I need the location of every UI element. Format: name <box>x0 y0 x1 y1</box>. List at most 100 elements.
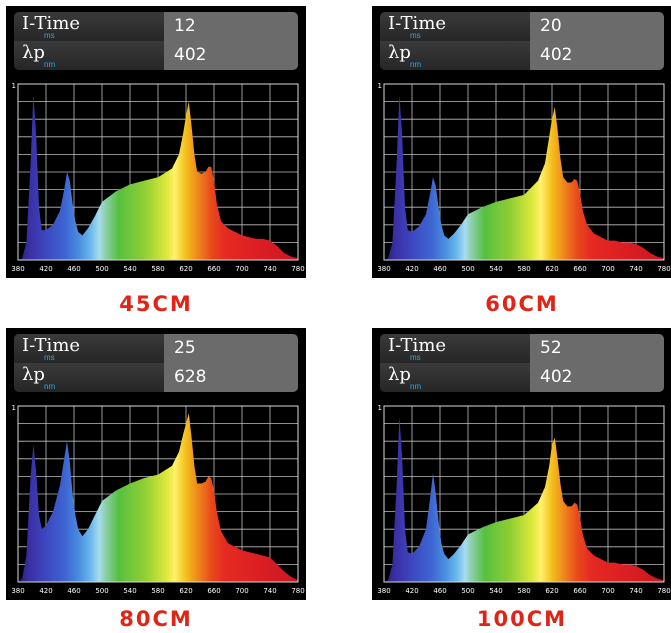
y-tick-label: 1 <box>12 82 16 90</box>
x-tick-label: 580 <box>517 587 530 595</box>
y-tick-label: 1 <box>378 82 382 90</box>
itime-value: 12 <box>174 16 196 36</box>
itime-value: 20 <box>540 16 562 36</box>
itime-label: I-Time <box>388 335 447 356</box>
peak-wavelength-label: λp <box>388 42 411 63</box>
itime-unit: ms <box>410 353 421 362</box>
reading-header: I-Time ms 25 λp nm 628 <box>14 334 298 392</box>
x-tick-label: 420 <box>405 587 418 595</box>
x-tick-label: 380 <box>377 265 390 273</box>
distance-caption: 80CM <box>119 607 193 631</box>
itime-name-cell: I-Time ms <box>14 12 164 41</box>
x-tick-label: 580 <box>151 587 164 595</box>
x-tick-label: 420 <box>405 265 418 273</box>
plot-frame <box>17 405 299 583</box>
peak-wavelength-unit: nm <box>410 382 422 391</box>
x-tick-label: 580 <box>151 265 164 273</box>
x-tick-label: 620 <box>545 587 558 595</box>
peak-wavelength-name-cell: λp nm <box>380 363 530 392</box>
x-tick-label: 460 <box>67 587 80 595</box>
x-tick-label: 700 <box>235 587 248 595</box>
x-tick-label: 460 <box>433 265 446 273</box>
spectrum-panel-45cm: I-Time ms 12 λp nm 402 1 380 420 460 500 540 5… <box>6 6 306 278</box>
x-tick-label: 620 <box>545 265 558 273</box>
x-tick-label: 380 <box>11 587 24 595</box>
itime-row: I-Time ms 25 <box>14 334 298 364</box>
peak-wavelength-label: λp <box>22 42 45 63</box>
x-tick-label: 780 <box>291 587 304 595</box>
peak-wavelength-value-cell: 402 <box>164 41 298 70</box>
x-tick-label: 380 <box>11 265 24 273</box>
itime-unit: ms <box>410 31 421 40</box>
peak-wavelength-unit: nm <box>410 60 422 69</box>
x-tick-label: 740 <box>629 587 642 595</box>
x-tick-label: 500 <box>461 587 474 595</box>
itime-value: 25 <box>174 338 196 358</box>
plot-frame <box>383 405 665 583</box>
x-tick-label: 460 <box>67 265 80 273</box>
x-tick-label: 540 <box>489 587 502 595</box>
peak-wavelength-value: 628 <box>174 367 207 387</box>
x-tick-label: 460 <box>433 587 446 595</box>
y-tick-label: 1 <box>378 404 382 412</box>
itime-name-cell: I-Time ms <box>380 12 530 41</box>
itime-value-cell: 25 <box>164 334 298 363</box>
peak-wavelength-value: 402 <box>540 45 573 65</box>
x-tick-label: 500 <box>461 265 474 273</box>
spectrum-panel-80cm: I-Time ms 25 λp nm 628 1 380 420 460 500 540 5… <box>6 328 306 600</box>
spectrum-panel-60cm: I-Time ms 20 λp nm 402 1 380 420 460 500 540 5… <box>372 6 671 278</box>
itime-value: 52 <box>540 338 562 358</box>
itime-row: I-Time ms 12 <box>14 12 298 42</box>
x-tick-label: 380 <box>377 587 390 595</box>
peak-wavelength-row: λp nm 402 <box>380 363 664 392</box>
spectrum-panel-100cm: I-Time ms 52 λp nm 402 1 380 420 460 500 540 5… <box>372 328 671 600</box>
peak-wavelength-row: λp nm 402 <box>14 41 298 70</box>
x-tick-label: 580 <box>517 265 530 273</box>
spectrum-area <box>384 416 664 582</box>
peak-wavelength-unit: nm <box>44 382 56 391</box>
peak-wavelength-name-cell: λp nm <box>14 41 164 70</box>
x-tick-label: 740 <box>263 265 276 273</box>
distance-caption: 60CM <box>485 292 559 316</box>
x-tick-label: 500 <box>95 265 108 273</box>
x-tick-label: 660 <box>573 265 586 273</box>
x-tick-label: 700 <box>601 587 614 595</box>
y-tick-label: 1 <box>12 404 16 412</box>
reading-header: I-Time ms 12 λp nm 402 <box>14 12 298 70</box>
x-tick-label: 660 <box>207 587 220 595</box>
peak-wavelength-value-cell: 402 <box>530 363 664 392</box>
x-tick-label: 780 <box>657 587 670 595</box>
spectrum-area <box>18 413 298 582</box>
reading-header: I-Time ms 52 λp nm 402 <box>380 334 664 392</box>
x-tick-label: 740 <box>629 265 642 273</box>
itime-label: I-Time <box>388 13 447 34</box>
reading-header: I-Time ms 20 λp nm 402 <box>380 12 664 70</box>
peak-wavelength-value-cell: 628 <box>164 363 298 392</box>
itime-label: I-Time <box>22 13 81 34</box>
itime-row: I-Time ms 52 <box>380 334 664 364</box>
peak-wavelength-name-cell: λp nm <box>14 363 164 392</box>
peak-wavelength-row: λp nm 628 <box>14 363 298 392</box>
x-tick-label: 420 <box>39 265 52 273</box>
x-tick-label: 740 <box>263 587 276 595</box>
x-tick-label: 500 <box>95 587 108 595</box>
peak-wavelength-name-cell: λp nm <box>380 41 530 70</box>
itime-value-cell: 20 <box>530 12 664 41</box>
peak-wavelength-value: 402 <box>174 45 207 65</box>
peak-wavelength-row: λp nm 402 <box>380 41 664 70</box>
plot-frame <box>17 83 299 261</box>
itime-label: I-Time <box>22 335 81 356</box>
itime-name-cell: I-Time ms <box>14 334 164 363</box>
x-tick-label: 660 <box>573 587 586 595</box>
distance-caption: 45CM <box>119 292 193 316</box>
plot-frame <box>383 83 665 261</box>
peak-wavelength-label: λp <box>22 364 45 385</box>
itime-value-cell: 12 <box>164 12 298 41</box>
distance-caption: 100CM <box>476 607 568 631</box>
spectrum-chart: 1 380 420 460 500 540 580 620 660 700 740 780 <box>377 404 670 595</box>
x-tick-label: 420 <box>39 587 52 595</box>
itime-unit: ms <box>44 353 55 362</box>
itime-name-cell: I-Time ms <box>380 334 530 363</box>
x-tick-label: 540 <box>489 265 502 273</box>
itime-value-cell: 52 <box>530 334 664 363</box>
